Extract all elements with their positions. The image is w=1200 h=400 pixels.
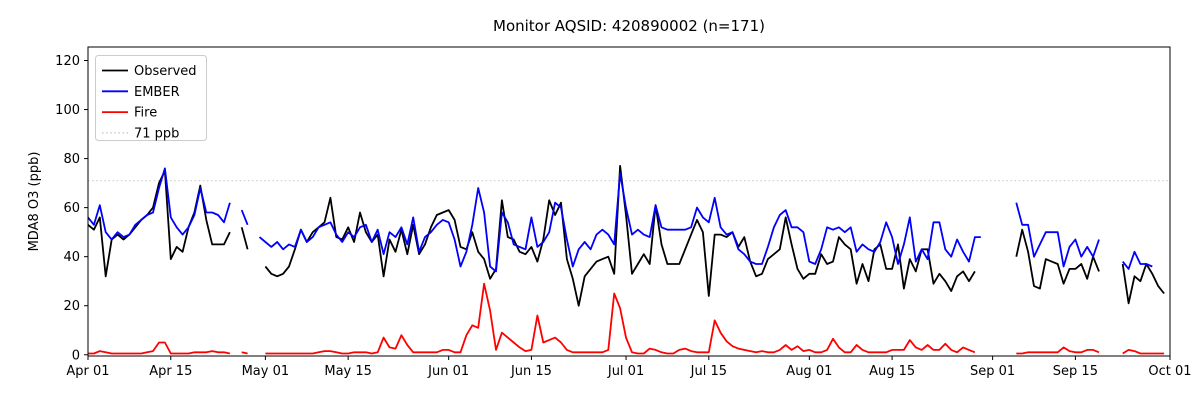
- x-tick-label: Jun 01: [427, 364, 469, 379]
- legend-label: Observed: [134, 64, 197, 79]
- plot-border: [87, 46, 1171, 357]
- legend-box: [95, 55, 207, 141]
- x-tick-label: Jul 15: [690, 364, 727, 379]
- x-tick-label: Sep 15: [1053, 364, 1098, 379]
- x-tick-label: Jun 15: [510, 364, 552, 379]
- x-tick-label: Aug 01: [786, 364, 832, 379]
- y-tick-label: 0: [72, 348, 80, 363]
- x-tick-label: Jul 01: [607, 364, 644, 379]
- legend-label: 71 ppb: [134, 126, 179, 141]
- fire-line: [88, 282, 1165, 355]
- x-tick-label: Apr 01: [66, 364, 109, 379]
- observed-line: [87, 165, 1165, 307]
- x-tick-label: Aug 15: [869, 364, 915, 379]
- legend-label: EMBER: [134, 85, 180, 100]
- y-tick-label: 120: [55, 54, 80, 69]
- legend: Observed EMBER Fire 71 ppb: [95, 55, 207, 141]
- y-tick-label: 80: [63, 152, 80, 167]
- x-tick-label: May 01: [242, 364, 290, 379]
- y-tick-label: 40: [63, 250, 80, 265]
- x-tick-label: May 15: [324, 364, 372, 379]
- x-tick-label: Oct 01: [1148, 364, 1191, 379]
- y-tick-label: 60: [63, 201, 80, 216]
- y-tick-label: 20: [63, 299, 80, 314]
- chart-title: Monitor AQSID: 420890002 (n=171): [493, 17, 765, 35]
- y-tick-label: 100: [55, 103, 80, 118]
- ember-line: [87, 167, 1153, 273]
- y-axis-label: MDA8 O3 (ppb): [27, 152, 42, 252]
- x-tick-label: Apr 15: [149, 364, 192, 379]
- x-tick-label: Sep 01: [970, 364, 1015, 379]
- legend-label: Fire: [134, 106, 157, 121]
